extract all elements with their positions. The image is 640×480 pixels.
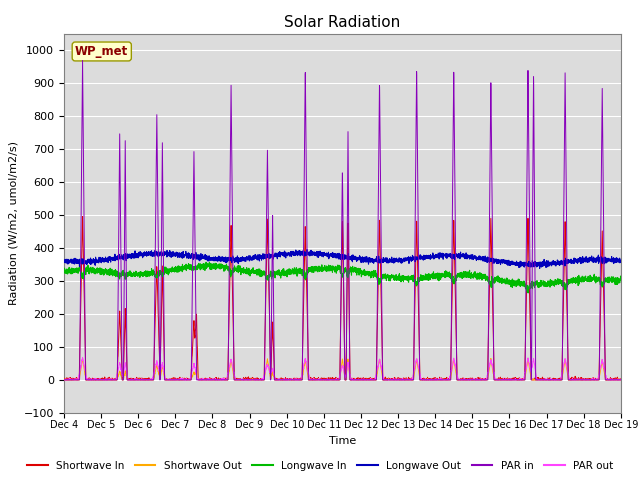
X-axis label: Time: Time [329, 436, 356, 446]
Y-axis label: Radiation (W/m2, umol/m2/s): Radiation (W/m2, umol/m2/s) [8, 141, 19, 305]
Title: Solar Radiation: Solar Radiation [284, 15, 401, 30]
Legend: Shortwave In, Shortwave Out, Longwave In, Longwave Out, PAR in, PAR out: Shortwave In, Shortwave Out, Longwave In… [22, 456, 618, 475]
Text: WP_met: WP_met [75, 45, 129, 58]
